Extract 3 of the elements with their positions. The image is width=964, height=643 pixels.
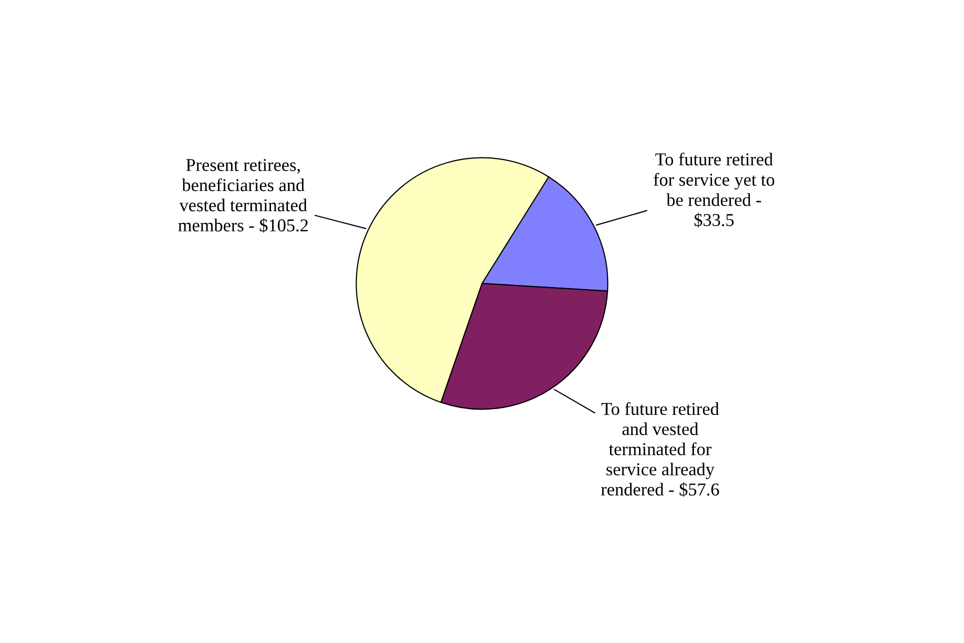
slice-label: Present retirees, beneficiaries and vested terminated members - $105.2 [178, 158, 308, 233]
slice-label: To future retired for service yet to be rendered - $33.5 [654, 152, 774, 228]
slice-label: To future retired and vested terminated for service already rendered - $57.6 [601, 402, 720, 497]
